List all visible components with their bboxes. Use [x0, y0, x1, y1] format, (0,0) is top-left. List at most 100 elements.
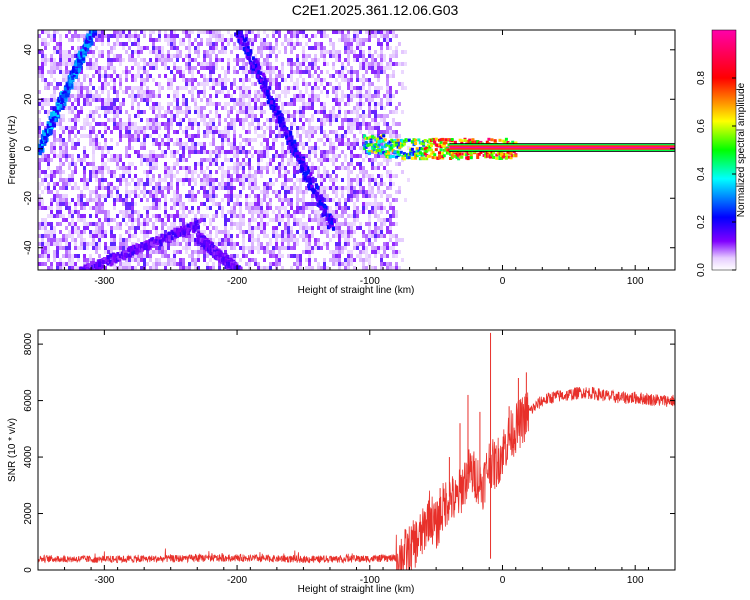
- heatmap-cell: [296, 42, 299, 46]
- heatmap-cell: [224, 118, 227, 122]
- heatmap-cell: [320, 230, 323, 234]
- heatmap-cell: [53, 46, 56, 50]
- heatmap-cell: [257, 166, 260, 170]
- heatmap-cell: [158, 258, 161, 262]
- heatmap-cell: [194, 214, 197, 218]
- heatmap-cell: [287, 146, 290, 150]
- heatmap-cell: [401, 70, 404, 74]
- heatmap-cell: [83, 206, 86, 210]
- heatmap-cell: [62, 114, 65, 118]
- heatmap-cell: [104, 34, 107, 38]
- heatmap-cell: [296, 230, 299, 234]
- heatmap-cell: [119, 250, 122, 254]
- heatmap-cell: [53, 78, 56, 82]
- heatmap-cell: [260, 102, 263, 106]
- heatmap-cell: [191, 78, 194, 82]
- heatmap-cell: [119, 174, 122, 178]
- heatmap-cell: [77, 258, 80, 262]
- heatmap-cell: [104, 166, 107, 170]
- heatmap-cell: [80, 190, 83, 194]
- heatmap-cell: [239, 162, 242, 166]
- heatmap-cell: [293, 82, 296, 86]
- heatmap-cell: [98, 182, 101, 186]
- heatmap-cell: [389, 230, 392, 234]
- heatmap-cell: [257, 206, 260, 210]
- track-cell: [294, 152, 298, 157]
- heatmap-cell: [158, 102, 161, 106]
- heatmap-cell: [293, 238, 296, 242]
- heatmap-cell: [107, 146, 110, 150]
- heatmap-cell: [161, 218, 164, 222]
- heatmap-cell: [389, 58, 392, 62]
- heatmap-cell: [332, 250, 335, 254]
- heatmap-cell: [269, 158, 272, 162]
- heatmap-cell: [347, 266, 350, 270]
- heatmap-cell: [338, 258, 341, 262]
- heatmap-cell: [332, 50, 335, 54]
- heatmap-cell: [203, 90, 206, 94]
- heatmap-cell: [326, 210, 329, 214]
- heatmap-cell: [140, 126, 143, 130]
- heatmap-cell: [374, 126, 377, 130]
- heatmap-cell: [65, 178, 68, 182]
- heatmap-cell: [320, 70, 323, 74]
- heatmap-cell: [146, 254, 149, 258]
- heatmap-cell: [206, 98, 209, 102]
- heatmap-cell: [281, 238, 284, 242]
- track-cell: [67, 89, 71, 94]
- heatmap-cell: [170, 182, 173, 186]
- heatmap-cell: [89, 114, 92, 118]
- heatmap-cell: [341, 222, 344, 226]
- heatmap-cell: [305, 118, 308, 122]
- heatmap-cell: [356, 86, 359, 90]
- heatmap-cell: [254, 182, 257, 186]
- heatmap-cell: [128, 54, 131, 58]
- heatmap-cell: [176, 122, 179, 126]
- heatmap-cell: [326, 90, 329, 94]
- heatmap-cell: [323, 242, 326, 246]
- heatmap-cell: [341, 214, 344, 218]
- heatmap-cell: [188, 38, 191, 42]
- heatmap-cell: [200, 110, 203, 114]
- heatmap-cell: [128, 94, 131, 98]
- heatmap-cell: [344, 222, 347, 226]
- heatmap-cell: [209, 46, 212, 50]
- heatmap-cell: [386, 158, 389, 162]
- heatmap-cell: [368, 114, 371, 118]
- heatmap-cell: [227, 138, 230, 142]
- heatmap-cell: [305, 266, 308, 270]
- heatmap-cell: [371, 98, 374, 102]
- heatmap-cell: [131, 86, 134, 90]
- heatmap-cell: [119, 58, 122, 62]
- heatmap-cell: [287, 110, 290, 114]
- heatmap-cell: [350, 250, 353, 254]
- heatmap-cell: [236, 162, 239, 166]
- heatmap-cell: [170, 46, 173, 50]
- heatmap-cell: [263, 226, 266, 230]
- heatmap-cell: [317, 166, 320, 170]
- heatmap-cell: [377, 202, 380, 206]
- heatmap-cell: [68, 182, 71, 186]
- heatmap-cell: [119, 246, 122, 250]
- heatmap-cell: [236, 150, 239, 154]
- heatmap-cell: [305, 222, 308, 226]
- heatmap-cell: [158, 58, 161, 62]
- heatmap-cell: [224, 226, 227, 230]
- heatmap-cell: [251, 238, 254, 242]
- heatmap-cell: [248, 206, 251, 210]
- heatmap-cell: [284, 78, 287, 82]
- heatmap-cell: [173, 198, 176, 202]
- heatmap-cell: [335, 166, 338, 170]
- heatmap-cell: [206, 62, 209, 66]
- heatmap-cell: [353, 70, 356, 74]
- heatmap-cell: [203, 158, 206, 162]
- heatmap-cell: [143, 46, 146, 50]
- heatmap-cell: [368, 254, 371, 258]
- heatmap-cell: [311, 86, 314, 90]
- heatmap-cell: [107, 210, 110, 214]
- track-cell: [275, 106, 279, 111]
- heatmap-cell: [380, 178, 383, 182]
- heatmap-cell: [389, 90, 392, 94]
- heatmap-cell: [56, 182, 59, 186]
- heatmap-cell: [260, 198, 263, 202]
